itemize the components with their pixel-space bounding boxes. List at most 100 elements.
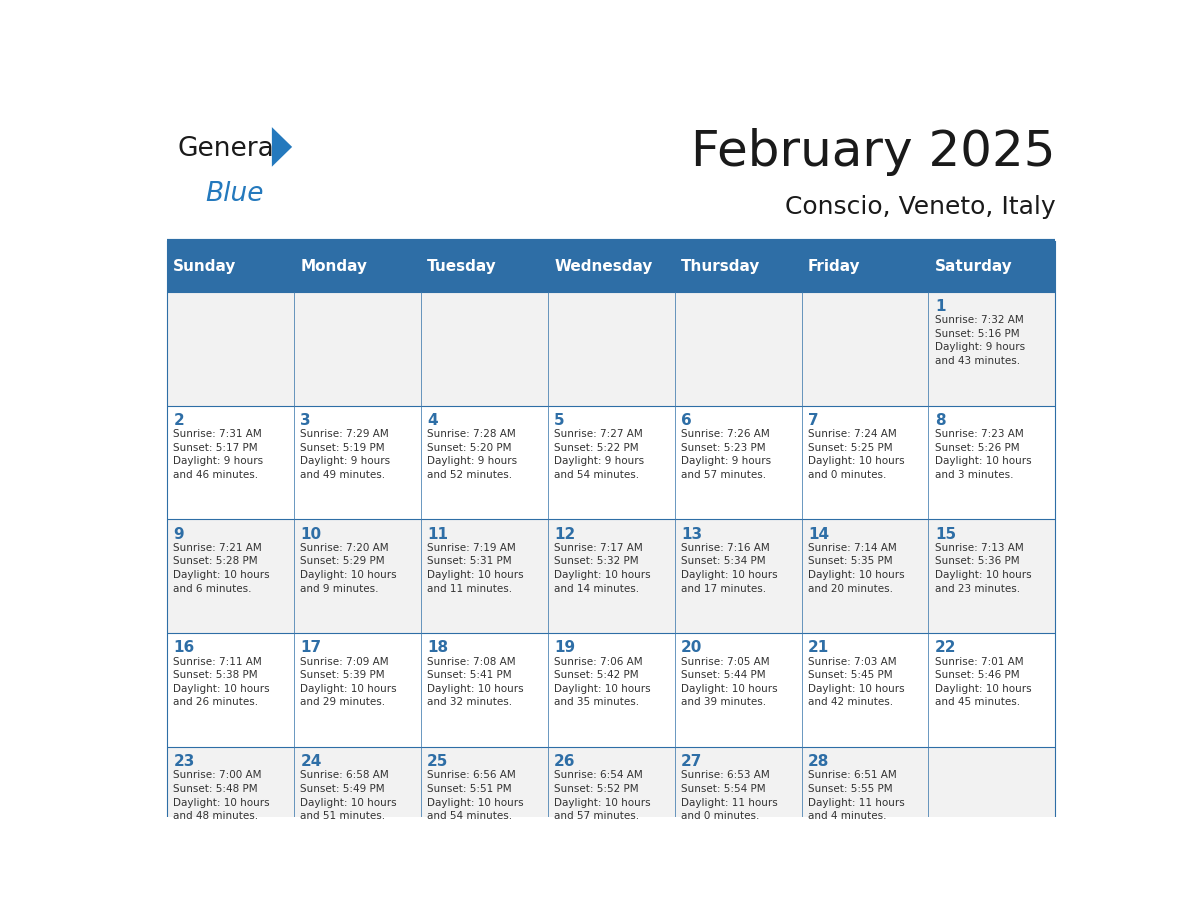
Text: Sunrise: 7:03 AM
Sunset: 5:45 PM
Daylight: 10 hours
and 42 minutes.: Sunrise: 7:03 AM Sunset: 5:45 PM Dayligh… <box>808 656 904 708</box>
Bar <box>293 747 421 861</box>
Text: 13: 13 <box>681 527 702 542</box>
Text: 18: 18 <box>428 640 448 655</box>
Text: Saturday: Saturday <box>935 259 1012 274</box>
Text: Sunrise: 6:56 AM
Sunset: 5:51 PM
Daylight: 10 hours
and 54 minutes.: Sunrise: 6:56 AM Sunset: 5:51 PM Dayligh… <box>428 770 524 822</box>
Bar <box>421 241 548 292</box>
Bar <box>548 241 675 292</box>
Bar <box>421 633 548 747</box>
Bar <box>166 747 293 861</box>
Text: 27: 27 <box>681 754 702 769</box>
Text: February 2025: February 2025 <box>691 128 1055 176</box>
Bar <box>675 292 802 406</box>
Text: 26: 26 <box>554 754 576 769</box>
Text: Sunrise: 7:24 AM
Sunset: 5:25 PM
Daylight: 10 hours
and 0 minutes.: Sunrise: 7:24 AM Sunset: 5:25 PM Dayligh… <box>808 429 904 480</box>
Bar <box>548 520 675 633</box>
Bar <box>802 633 929 747</box>
Bar <box>548 406 675 520</box>
Polygon shape <box>272 127 292 167</box>
Text: Thursday: Thursday <box>681 259 760 274</box>
Text: 1: 1 <box>935 299 946 314</box>
Text: Sunrise: 6:51 AM
Sunset: 5:55 PM
Daylight: 11 hours
and 4 minutes.: Sunrise: 6:51 AM Sunset: 5:55 PM Dayligh… <box>808 770 905 822</box>
Text: 8: 8 <box>935 413 946 428</box>
Bar <box>293 241 421 292</box>
Text: 2: 2 <box>173 413 184 428</box>
Bar <box>675 406 802 520</box>
Bar <box>802 292 929 406</box>
Bar <box>675 633 802 747</box>
Text: Sunrise: 7:26 AM
Sunset: 5:23 PM
Daylight: 9 hours
and 57 minutes.: Sunrise: 7:26 AM Sunset: 5:23 PM Dayligh… <box>681 429 771 480</box>
Bar <box>166 633 293 747</box>
Bar <box>802 747 929 861</box>
Bar <box>929 241 1055 292</box>
Text: 28: 28 <box>808 754 829 769</box>
Text: Sunrise: 7:21 AM
Sunset: 5:28 PM
Daylight: 10 hours
and 6 minutes.: Sunrise: 7:21 AM Sunset: 5:28 PM Dayligh… <box>173 543 270 594</box>
Text: 10: 10 <box>301 527 322 542</box>
Bar <box>802 406 929 520</box>
Bar <box>293 633 421 747</box>
Bar <box>293 292 421 406</box>
Text: Conscio, Veneto, Italy: Conscio, Veneto, Italy <box>785 195 1055 219</box>
Bar <box>548 292 675 406</box>
Text: Sunrise: 7:16 AM
Sunset: 5:34 PM
Daylight: 10 hours
and 17 minutes.: Sunrise: 7:16 AM Sunset: 5:34 PM Dayligh… <box>681 543 778 594</box>
Text: 5: 5 <box>554 413 564 428</box>
Text: General: General <box>178 136 282 162</box>
Text: 14: 14 <box>808 527 829 542</box>
Text: Sunrise: 6:53 AM
Sunset: 5:54 PM
Daylight: 11 hours
and 0 minutes.: Sunrise: 6:53 AM Sunset: 5:54 PM Dayligh… <box>681 770 778 822</box>
Text: 23: 23 <box>173 754 195 769</box>
Text: Sunrise: 7:20 AM
Sunset: 5:29 PM
Daylight: 10 hours
and 9 minutes.: Sunrise: 7:20 AM Sunset: 5:29 PM Dayligh… <box>301 543 397 594</box>
Text: 21: 21 <box>808 640 829 655</box>
Bar <box>548 633 675 747</box>
Text: Sunrise: 7:17 AM
Sunset: 5:32 PM
Daylight: 10 hours
and 14 minutes.: Sunrise: 7:17 AM Sunset: 5:32 PM Dayligh… <box>554 543 651 594</box>
Bar <box>802 520 929 633</box>
Text: Sunrise: 7:27 AM
Sunset: 5:22 PM
Daylight: 9 hours
and 54 minutes.: Sunrise: 7:27 AM Sunset: 5:22 PM Dayligh… <box>554 429 644 480</box>
Bar <box>675 520 802 633</box>
Text: 4: 4 <box>428 413 438 428</box>
Text: Sunrise: 7:19 AM
Sunset: 5:31 PM
Daylight: 10 hours
and 11 minutes.: Sunrise: 7:19 AM Sunset: 5:31 PM Dayligh… <box>428 543 524 594</box>
Bar <box>166 292 293 406</box>
Text: Sunrise: 6:58 AM
Sunset: 5:49 PM
Daylight: 10 hours
and 51 minutes.: Sunrise: 6:58 AM Sunset: 5:49 PM Dayligh… <box>301 770 397 822</box>
Text: 12: 12 <box>554 527 575 542</box>
Text: 7: 7 <box>808 413 819 428</box>
Bar <box>929 292 1055 406</box>
Bar <box>929 520 1055 633</box>
Text: 24: 24 <box>301 754 322 769</box>
Bar <box>421 747 548 861</box>
Text: Sunrise: 7:23 AM
Sunset: 5:26 PM
Daylight: 10 hours
and 3 minutes.: Sunrise: 7:23 AM Sunset: 5:26 PM Dayligh… <box>935 429 1031 480</box>
Text: Sunrise: 7:13 AM
Sunset: 5:36 PM
Daylight: 10 hours
and 23 minutes.: Sunrise: 7:13 AM Sunset: 5:36 PM Dayligh… <box>935 543 1031 594</box>
Bar <box>548 747 675 861</box>
Bar <box>929 747 1055 861</box>
Bar <box>293 406 421 520</box>
Text: 17: 17 <box>301 640 322 655</box>
Text: 11: 11 <box>428 527 448 542</box>
Text: 3: 3 <box>301 413 311 428</box>
Bar <box>421 292 548 406</box>
Text: Sunrise: 7:00 AM
Sunset: 5:48 PM
Daylight: 10 hours
and 48 minutes.: Sunrise: 7:00 AM Sunset: 5:48 PM Dayligh… <box>173 770 270 822</box>
Text: 19: 19 <box>554 640 575 655</box>
Bar <box>675 241 802 292</box>
Text: Tuesday: Tuesday <box>428 259 497 274</box>
Text: Sunrise: 7:08 AM
Sunset: 5:41 PM
Daylight: 10 hours
and 32 minutes.: Sunrise: 7:08 AM Sunset: 5:41 PM Dayligh… <box>428 656 524 708</box>
Text: Sunrise: 7:32 AM
Sunset: 5:16 PM
Daylight: 9 hours
and 43 minutes.: Sunrise: 7:32 AM Sunset: 5:16 PM Dayligh… <box>935 315 1025 366</box>
Bar <box>166 241 293 292</box>
Bar <box>166 520 293 633</box>
Bar <box>929 633 1055 747</box>
Bar <box>421 520 548 633</box>
Text: 20: 20 <box>681 640 702 655</box>
Bar <box>421 406 548 520</box>
Text: Sunrise: 7:14 AM
Sunset: 5:35 PM
Daylight: 10 hours
and 20 minutes.: Sunrise: 7:14 AM Sunset: 5:35 PM Dayligh… <box>808 543 904 594</box>
Bar <box>802 241 929 292</box>
Text: Sunrise: 7:01 AM
Sunset: 5:46 PM
Daylight: 10 hours
and 45 minutes.: Sunrise: 7:01 AM Sunset: 5:46 PM Dayligh… <box>935 656 1031 708</box>
Text: Sunrise: 6:54 AM
Sunset: 5:52 PM
Daylight: 10 hours
and 57 minutes.: Sunrise: 6:54 AM Sunset: 5:52 PM Dayligh… <box>554 770 651 822</box>
Text: 16: 16 <box>173 640 195 655</box>
Text: Sunday: Sunday <box>173 259 236 274</box>
Text: Sunrise: 7:05 AM
Sunset: 5:44 PM
Daylight: 10 hours
and 39 minutes.: Sunrise: 7:05 AM Sunset: 5:44 PM Dayligh… <box>681 656 778 708</box>
Bar <box>293 520 421 633</box>
Text: Sunrise: 7:11 AM
Sunset: 5:38 PM
Daylight: 10 hours
and 26 minutes.: Sunrise: 7:11 AM Sunset: 5:38 PM Dayligh… <box>173 656 270 708</box>
Bar <box>929 406 1055 520</box>
Text: Friday: Friday <box>808 259 860 274</box>
Bar <box>166 406 293 520</box>
Text: Blue: Blue <box>206 181 264 207</box>
Text: 9: 9 <box>173 527 184 542</box>
Text: 25: 25 <box>428 754 449 769</box>
Text: Sunrise: 7:09 AM
Sunset: 5:39 PM
Daylight: 10 hours
and 29 minutes.: Sunrise: 7:09 AM Sunset: 5:39 PM Dayligh… <box>301 656 397 708</box>
